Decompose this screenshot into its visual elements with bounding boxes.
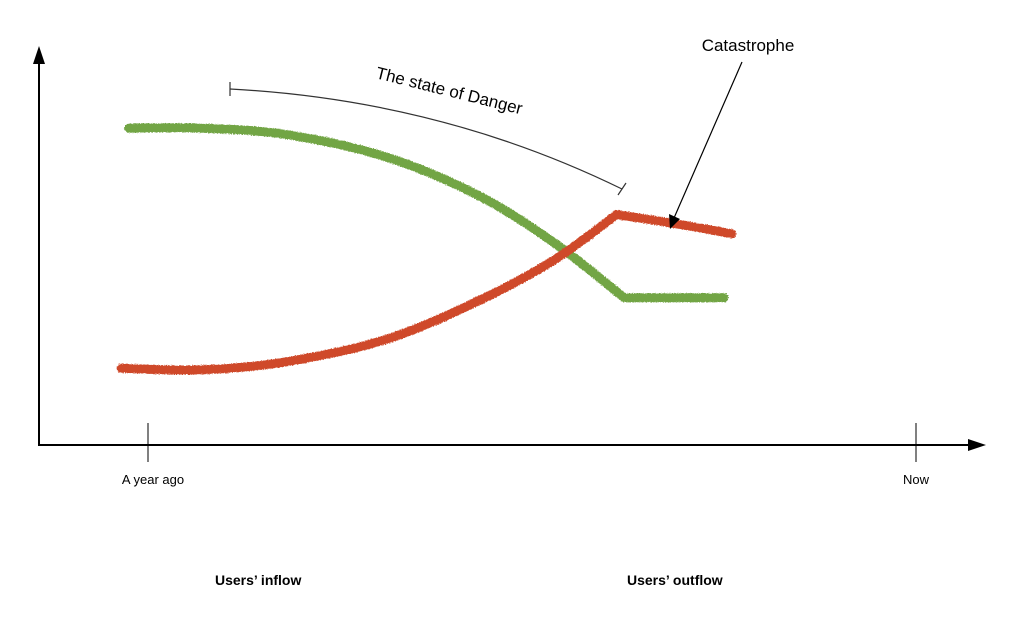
danger-range-end-cap (617, 182, 627, 196)
series-line-inflow (124, 123, 729, 303)
catastrophe-arrow-head-icon (669, 214, 680, 229)
x-tick-label-now: Now (903, 472, 930, 487)
x-tick-label-a-year-ago: A year ago (122, 472, 184, 487)
series-layer (116, 123, 737, 375)
danger-range-bracket (229, 88, 623, 190)
legend-label-outflow: Users’ outflow (627, 572, 723, 588)
series-line-outflow (116, 209, 737, 375)
x-axis-arrow-icon (968, 439, 986, 451)
legend: Users’ inflow Users’ outflow (143, 572, 723, 588)
legend-label-inflow: Users’ inflow (215, 572, 301, 588)
catastrophe-label: Catastrophe (702, 36, 795, 55)
y-axis-arrow-icon (33, 46, 45, 64)
catastrophe-arrow (673, 61, 743, 219)
danger-range-label: The state of Danger (374, 63, 525, 118)
